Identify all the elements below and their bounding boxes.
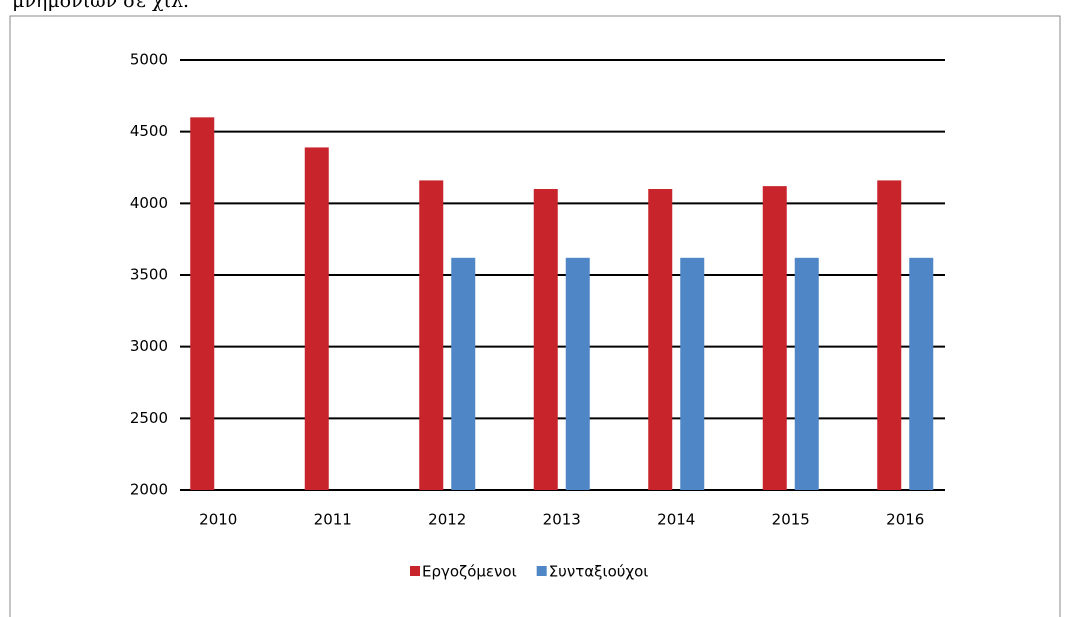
bar bbox=[419, 180, 444, 490]
legend-swatch bbox=[536, 566, 547, 576]
legend-label: Συνταξιούχοι bbox=[549, 563, 649, 581]
bar bbox=[190, 117, 215, 490]
bar bbox=[533, 189, 558, 490]
y-tick-label: 4500 bbox=[130, 122, 168, 140]
x-tick-label: 2013 bbox=[543, 511, 581, 529]
bar bbox=[304, 147, 329, 490]
y-tick-label: 2000 bbox=[130, 481, 168, 499]
x-tick-label: 2016 bbox=[886, 511, 924, 529]
x-tick-label: 2014 bbox=[657, 511, 695, 529]
bar bbox=[680, 257, 705, 490]
x-tick-label: 2012 bbox=[428, 511, 466, 529]
bar bbox=[909, 257, 934, 490]
y-tick-label: 3500 bbox=[130, 266, 168, 284]
y-tick-label: 3000 bbox=[130, 337, 168, 355]
legend-label: Εργοζόμενοι bbox=[422, 563, 517, 581]
bar bbox=[762, 186, 787, 490]
bar bbox=[877, 180, 902, 490]
y-tick-label: 4000 bbox=[130, 194, 168, 212]
x-tick-label: 2010 bbox=[199, 511, 237, 529]
bar bbox=[565, 257, 590, 490]
y-tick-label: 2500 bbox=[130, 409, 168, 427]
caption: μνημονίων σε χιλ. bbox=[12, 0, 189, 12]
legend-swatch bbox=[410, 566, 420, 576]
bar bbox=[451, 257, 476, 490]
bar bbox=[794, 257, 819, 490]
x-tick-label: 2011 bbox=[314, 511, 352, 529]
x-tick-label: 2015 bbox=[772, 511, 810, 529]
frame bbox=[9, 15, 1061, 617]
bar bbox=[648, 189, 673, 490]
y-tick-label: 5000 bbox=[130, 51, 168, 69]
